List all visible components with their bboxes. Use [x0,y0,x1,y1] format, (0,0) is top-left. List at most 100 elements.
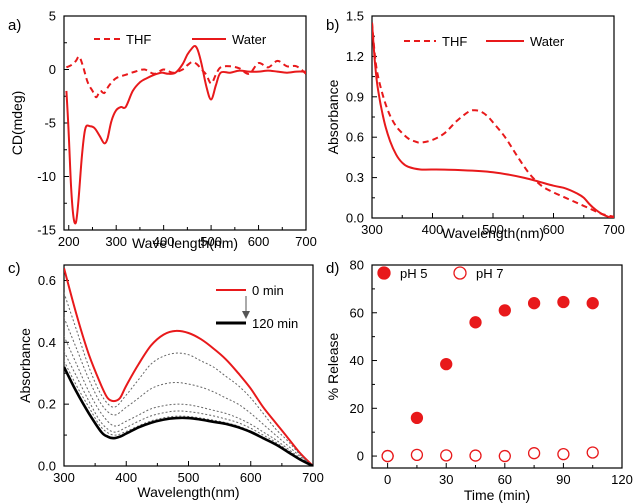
y-tick-label: 0.2 [38,397,56,412]
panel-a: a) 200 300 400 500 600 700 -15 -10 -5 0 5 Wave leng… [8,9,317,252]
x-tick-label: 700 [603,222,625,237]
y-tick-label: 0.6 [346,130,364,145]
legend-label: 0 min [252,283,284,298]
x-tick-label: 600 [543,222,565,237]
data-point [586,297,599,310]
panel-b-letter: b) [326,17,339,34]
x-tick-label: 400 [153,234,175,249]
y-tick-label: 0.9 [346,89,364,104]
x-tick-label: 300 [361,222,383,237]
y-tick-label: 5 [49,9,56,24]
x-axis-label: Wavelength(nm) [442,225,544,241]
panel-c: c) 300 400 500 600 700 0.0 0.2 0.4 0.6 Wavelength… [8,260,324,500]
y-tick-label: 0 [49,62,56,77]
series-line [64,292,313,466]
y-tick-label: -15 [37,223,56,238]
series-line [64,360,313,466]
legend-marker [453,266,467,280]
y-tick-label: 20 [350,401,364,416]
x-tick-label: 90 [556,472,570,487]
series-line [64,335,313,466]
series-line [64,366,313,466]
plot-area [65,44,306,225]
data-point [586,446,599,459]
data-point [527,447,541,460]
y-tick-label: -10 [37,169,56,184]
panel-c-letter: c) [8,260,21,277]
y-axis-label: Absorbance [17,328,33,403]
panel-d-letter: d) [326,260,339,277]
panel-a-letter: a) [8,17,21,34]
x-tick-label: 60 [498,472,512,487]
plot-frame [371,264,623,469]
legend-label: Water [530,34,565,49]
x-tick-label: 400 [115,470,137,485]
series-line [65,44,306,225]
x-axis-label: Wave length(nm) [132,235,238,251]
x-tick-label: 30 [439,472,453,487]
y-tick-label: 80 [350,258,364,273]
legend-label: 120 min [252,316,298,331]
plot-frame [371,15,615,219]
x-tick-label: 0 [384,472,391,487]
plot-area [372,22,614,218]
legend-label: THF [126,32,151,47]
x-axis-label: Wavelength(nm) [137,484,239,500]
y-tick-label: 40 [350,353,364,368]
y-tick-label: 1.5 [346,9,364,24]
series-line [372,22,614,218]
plot-frame [63,15,307,231]
y-tick-label: 0.3 [346,170,364,185]
data-point [498,304,511,317]
x-tick-label: 500 [178,470,200,485]
x-tick-label: 700 [295,234,317,249]
y-tick-label: 1.2 [346,49,364,64]
y-tick-label: 0.0 [38,459,56,474]
y-tick-label: -5 [44,116,56,131]
x-tick-label: 300 [53,470,75,485]
y-axis-label: Absorbance [325,79,341,154]
y-tick-label: 0.6 [38,273,56,288]
data-point [557,295,570,309]
y-axis-label: CD(mdeg) [9,91,25,156]
legend-label: pH 7 [476,266,503,281]
data-point [557,447,570,461]
data-point [440,449,453,462]
y-tick-label: 0.0 [346,211,364,226]
y-axis-label: % Release [325,332,341,400]
panel-b: b) 300 400 500 600 700 0.0 0.3 0.6 0.9 1.2 1.5 Wave… [325,9,625,242]
x-tick-label: 500 [482,222,504,237]
y-tick-label: 0.4 [38,335,56,350]
series-line [64,267,313,466]
data-point [410,411,424,424]
legend-label: Water [232,32,267,47]
x-tick-label: 600 [240,470,262,485]
y-tick-label: 0 [357,449,364,464]
data-point [440,357,453,371]
legend-arrow-head [242,311,250,319]
x-tick-label: 120 [611,472,633,487]
x-tick-label: 600 [248,234,270,249]
series-line [64,351,313,466]
data-point [469,316,482,329]
data-point [527,297,541,310]
legend-label: pH 5 [400,266,427,281]
legend-label: THF [442,34,467,49]
panel-d: d) 0 30 60 90 120 0 20 40 60 80 Time (min) % Releas… [325,258,633,503]
x-tick-label: 500 [200,234,222,249]
series-line [64,317,313,466]
plot-area [64,267,313,466]
series-line [65,55,306,99]
data-point [469,449,482,462]
plot-area [381,295,599,463]
series-line [372,22,614,218]
legend-marker [377,266,391,280]
x-axis-label: Time (min) [464,487,530,503]
x-tick-label: 400 [422,222,444,237]
data-point [410,448,424,462]
x-tick-label: 200 [58,234,80,249]
x-tick-label: 300 [105,234,127,249]
x-tick-label: 700 [302,470,324,485]
data-point [498,449,511,463]
